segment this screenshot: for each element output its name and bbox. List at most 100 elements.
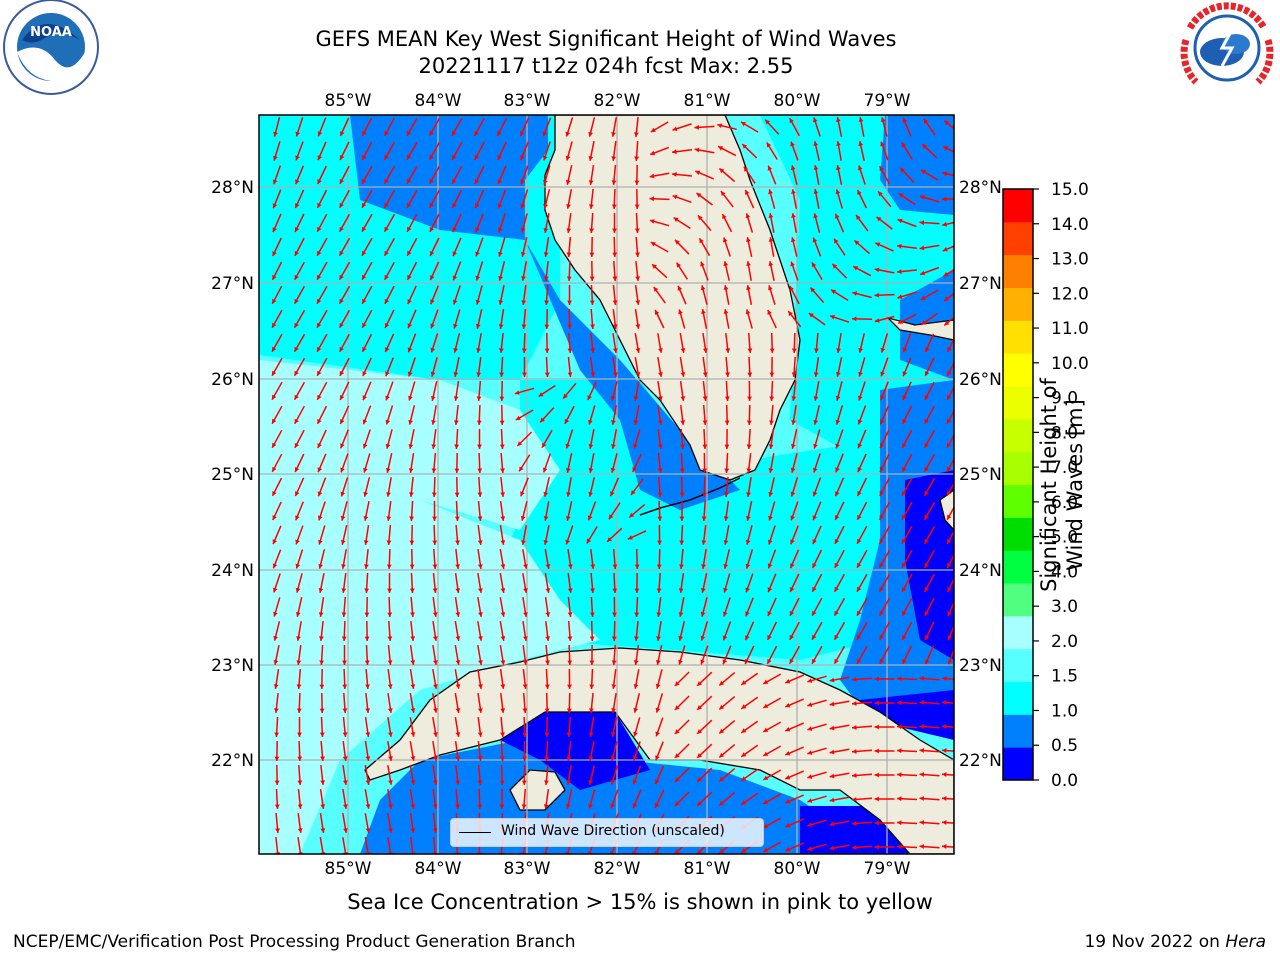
wave-direction-arrowhead bbox=[429, 178, 434, 184]
wave-direction-arrowhead bbox=[387, 684, 393, 689]
wave-direction-arrowhead bbox=[807, 702, 813, 707]
wave-direction-arrowhead bbox=[431, 468, 437, 473]
wave-direction-arrowhead bbox=[834, 515, 840, 520]
wave-direction-arrowhead bbox=[672, 126, 678, 131]
footer-machine: Hera bbox=[1225, 932, 1266, 952]
wave-direction-arrowhead bbox=[830, 314, 835, 320]
wave-direction-arrowhead bbox=[590, 588, 595, 593]
wave-direction-arrowhead bbox=[834, 538, 840, 544]
wave-direction-arrowhead bbox=[741, 800, 747, 805]
wave-direction-arrowhead bbox=[611, 708, 616, 713]
wave-direction-arrowhead bbox=[813, 189, 819, 194]
wave-direction-arrowhead bbox=[814, 348, 819, 353]
wave-direction-arrowhead bbox=[812, 658, 817, 664]
wave-direction-arrowhead bbox=[432, 588, 438, 593]
wave-direction-arrowhead bbox=[829, 821, 835, 827]
wave-direction-arrowhead bbox=[611, 660, 617, 665]
wave-direction-arrowhead bbox=[701, 588, 706, 593]
wave-direction-arrowhead bbox=[834, 658, 839, 664]
wave-direction-arrowhead bbox=[835, 189, 841, 195]
wave-direction-arrowhead bbox=[902, 466, 907, 472]
wave-direction-arrowhead bbox=[725, 396, 730, 401]
colorbar-tick-label: 5.0 bbox=[1051, 528, 1078, 548]
wave-direction-arrowhead bbox=[273, 155, 278, 161]
wave-direction-arrowhead bbox=[897, 748, 902, 754]
wave-direction-arrowhead bbox=[339, 250, 344, 256]
wave-direction-arrowhead bbox=[902, 514, 907, 520]
wave-direction-arrowhead bbox=[874, 292, 879, 298]
wave-direction-arrowhead bbox=[543, 228, 549, 233]
wave-direction-arrowhead bbox=[834, 634, 839, 640]
wave-direction-arrowhead bbox=[540, 417, 545, 423]
wave-direction-arrowhead bbox=[612, 324, 618, 329]
wave-direction-arrowhead bbox=[719, 800, 725, 806]
wave-direction-arrowhead bbox=[339, 226, 344, 232]
wave-direction-arrowhead bbox=[746, 237, 751, 242]
wave-direction-arrowhead bbox=[563, 393, 568, 399]
wave-direction-arrowhead bbox=[364, 660, 370, 665]
wave-direction-arrowhead bbox=[874, 748, 879, 754]
wave-direction-arrowhead bbox=[567, 348, 573, 353]
wave-direction-arrowhead bbox=[611, 444, 616, 449]
wave-direction-arrowhead bbox=[499, 396, 505, 401]
wave-band-0-5-to-1-0-sw-fl bbox=[525, 240, 740, 510]
wave-direction-arrowhead bbox=[634, 588, 640, 593]
wave-direction-arrowhead bbox=[879, 658, 884, 664]
wave-direction-arrowhead bbox=[723, 563, 729, 569]
wave-direction-arrowhead bbox=[767, 658, 772, 664]
wave-direction-arrowhead bbox=[343, 828, 348, 833]
wave-direction-arrowhead bbox=[722, 237, 728, 243]
wave-direction-arrowhead bbox=[763, 679, 769, 684]
wave-direction-arrowhead bbox=[633, 684, 639, 689]
wave-direction-arrowhead bbox=[942, 196, 947, 202]
wave-direction-arrowhead bbox=[919, 772, 925, 777]
wave-direction-arrowhead bbox=[388, 732, 393, 737]
wave-direction-arrowhead bbox=[674, 681, 680, 686]
wave-direction-arrowhead bbox=[947, 370, 952, 376]
lat-label: 24°N bbox=[959, 561, 1002, 581]
wave-direction-arrowhead bbox=[857, 514, 862, 520]
wave-direction-arrowhead bbox=[632, 779, 638, 785]
wave-direction-arrowhead bbox=[653, 286, 659, 292]
wave-direction-arrowhead bbox=[499, 420, 505, 425]
wave-direction-arrowhead bbox=[409, 564, 415, 569]
wave-direction-arrowhead bbox=[566, 708, 572, 713]
wave-direction-arrowhead bbox=[453, 396, 459, 401]
wave-direction-arrowhead bbox=[943, 271, 949, 277]
wave-direction-arrowhead bbox=[590, 348, 595, 353]
map-frame bbox=[258, 114, 955, 855]
wave-direction-arrowhead bbox=[499, 372, 504, 377]
wave-direction-arrowhead bbox=[294, 250, 299, 256]
wave-direction-arrowhead bbox=[454, 444, 459, 449]
wave-direction-arrowhead bbox=[879, 610, 884, 616]
wave-direction-arrowhead bbox=[835, 395, 841, 401]
wave-direction-arrowhead bbox=[813, 372, 819, 377]
wave-direction-arrowhead bbox=[538, 392, 544, 397]
wave-direction-arrowhead bbox=[407, 130, 412, 136]
wave-direction-arrowhead bbox=[385, 419, 391, 425]
wave-direction-arrowhead bbox=[612, 348, 618, 353]
wave-direction-arrowhead bbox=[430, 275, 435, 281]
wave-direction-arrowhead bbox=[610, 779, 616, 785]
colorbar-tick-label: 13.0 bbox=[1051, 250, 1089, 270]
wave-direction-arrowhead bbox=[852, 316, 857, 322]
lon-label: 84°W bbox=[415, 859, 462, 879]
wave-direction-arrowhead bbox=[543, 203, 548, 209]
wave-direction-arrowhead bbox=[924, 418, 929, 424]
wave-direction-arrowhead bbox=[919, 195, 925, 200]
wave-direction-arrowhead bbox=[317, 155, 322, 161]
wave-direction-arrowhead bbox=[317, 491, 323, 497]
wave-direction-arrowhead bbox=[588, 444, 594, 449]
lat-label: 22°N bbox=[211, 751, 254, 771]
wave-direction-arrowhead bbox=[296, 636, 301, 641]
wave-direction-arrowhead bbox=[542, 131, 548, 137]
colorbar-tick-label: 12.0 bbox=[1051, 284, 1089, 304]
wave-direction-arrowhead bbox=[654, 850, 659, 854]
wave-direction-arrowhead bbox=[769, 372, 775, 377]
wave-direction-arrowhead bbox=[295, 539, 300, 545]
wave-direction-arrowhead bbox=[924, 538, 929, 544]
lon-label: 82°W bbox=[594, 91, 641, 111]
wave-direction-arrowhead bbox=[745, 563, 751, 569]
wave-direction-arrowhead bbox=[294, 394, 299, 400]
wave-direction-arrowhead bbox=[362, 226, 367, 232]
